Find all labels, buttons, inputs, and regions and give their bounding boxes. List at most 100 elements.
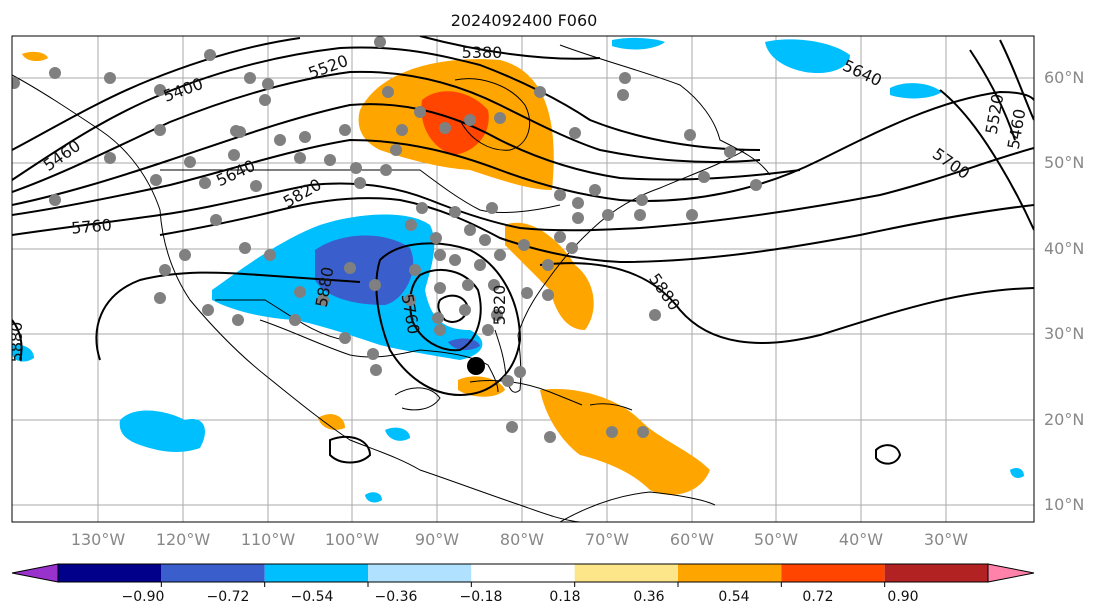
colorbar-swatch: [574, 564, 678, 582]
latitude-labels: 60°N 50°N 40°N 30°N 20°N 10°N: [1044, 68, 1084, 514]
south-america-coast: [559, 491, 716, 522]
station-dot: [199, 177, 211, 189]
station-dot: [698, 171, 710, 183]
station-dot: [396, 124, 408, 136]
lat-label: 20°N: [1044, 410, 1084, 429]
contour-5640: [12, 103, 801, 206]
lon-label: 30°W: [924, 530, 968, 549]
station-dot: [416, 202, 428, 214]
lon-label: 120°W: [156, 530, 211, 549]
contour-5820-low: [409, 269, 482, 352]
positive-anomaly-caribbean: [540, 389, 710, 495]
station-dot: [430, 232, 442, 244]
station-dot: [606, 426, 618, 438]
colorbar-swatch: [471, 564, 575, 582]
station-dot: [374, 36, 386, 48]
colorbar-frame: [57, 563, 989, 583]
colorbar-swatch: [58, 564, 162, 582]
lon-label: 80°W: [500, 530, 544, 549]
colorbar-swatch: [161, 564, 265, 582]
contour-5400: [12, 37, 301, 151]
station-dot: [637, 426, 649, 438]
contour-5880-caribbean: [329, 435, 372, 464]
contour-label: 5820: [490, 285, 509, 326]
station-dot: [502, 375, 514, 387]
negative-anomaly-pacific-small: [365, 492, 382, 503]
station-dot: [344, 262, 356, 274]
negative-anomaly-greenland: [612, 37, 665, 50]
station-dot: [479, 234, 491, 246]
station-dot: [350, 162, 362, 174]
longitude-labels: 130°W 120°W 110°W 100°W 90°W 80°W 70°W 6…: [71, 530, 968, 549]
colorbar-swatch: [264, 564, 368, 582]
station-dot: [274, 134, 286, 146]
cuba: [469, 380, 583, 406]
station-dot: [150, 174, 162, 186]
colorbar-swatch: [678, 564, 782, 582]
station-dot: [649, 309, 661, 321]
colorbar-swatch: [781, 564, 885, 582]
station-dot: [602, 209, 614, 221]
station-dot: [554, 189, 566, 201]
colorbar-tick-label: 0.54: [718, 589, 749, 605]
contour-5520-east: [969, 49, 1016, 141]
station-dot: [367, 348, 379, 360]
station-dot: [259, 94, 271, 106]
station-dot: [488, 279, 500, 291]
colorbar-tick-label: −0.90: [122, 589, 165, 605]
station-dot: [289, 314, 301, 326]
colorbar: [11, 563, 1035, 587]
station-dot: [49, 194, 61, 206]
station-dot: [239, 242, 251, 254]
anomaly-shading: [12, 37, 1024, 503]
station-dot: [686, 209, 698, 221]
positive-anomaly-cuba: [458, 376, 505, 397]
station-dot: [542, 259, 554, 271]
lat-label: 30°N: [1044, 324, 1084, 343]
station-dot: [154, 292, 166, 304]
station-dot: [404, 294, 416, 306]
map-panel: 5380 5400 5460 5520 5640 5820 5760 5880 …: [11, 35, 1035, 523]
station-dot: [202, 304, 214, 316]
station-dot: [382, 86, 394, 98]
lat-label: 60°N: [1044, 68, 1084, 87]
negative-anomaly-atlantic-islands: [1010, 468, 1024, 478]
negative-anomaly-pacific: [119, 410, 205, 452]
station-dot: [434, 249, 446, 261]
lon-label: 60°W: [670, 530, 714, 549]
contour-5380: [419, 36, 601, 60]
station-dot: [179, 249, 191, 261]
colorbar-ticks: −0.90 −0.72 −0.54 −0.36 −0.18 0.18 0.36 …: [122, 589, 919, 605]
station-dot: [154, 124, 166, 136]
contour-5880-pacific: [12, 319, 23, 361]
negative-anomaly-north-atlantic: [890, 83, 942, 99]
station-dot: [104, 72, 116, 84]
us-canada-border: [160, 169, 561, 213]
yucatan: [394, 387, 441, 411]
lat-label: 40°N: [1044, 239, 1084, 258]
station-dot: [354, 177, 366, 189]
east-coast: [517, 149, 746, 336]
florida: [494, 329, 522, 393]
contour-5760-low: [437, 294, 470, 323]
station-dot: [482, 324, 494, 336]
station-dot: [432, 312, 444, 324]
contour-5880-west: [95, 271, 361, 361]
lon-label: 70°W: [585, 530, 629, 549]
north-america-west-coast: [12, 74, 581, 522]
station-dot: [494, 112, 506, 124]
station-dot: [464, 224, 476, 236]
station-dot: [634, 209, 646, 221]
station-dot: [390, 144, 402, 156]
storm-center-marker: [467, 357, 485, 375]
colorbar-swatch: [368, 564, 472, 582]
station-dot: [230, 125, 242, 137]
lon-label: 130°W: [71, 530, 126, 549]
gulf-coast: [259, 319, 499, 393]
station-dot: [439, 122, 451, 134]
station-dot: [464, 114, 476, 126]
positive-anomaly-pacific: [318, 414, 345, 430]
negative-anomaly-west-edge: [12, 344, 34, 362]
contour-5460-east: [999, 39, 1034, 121]
strong-positive-anomaly-canada: [421, 91, 489, 155]
